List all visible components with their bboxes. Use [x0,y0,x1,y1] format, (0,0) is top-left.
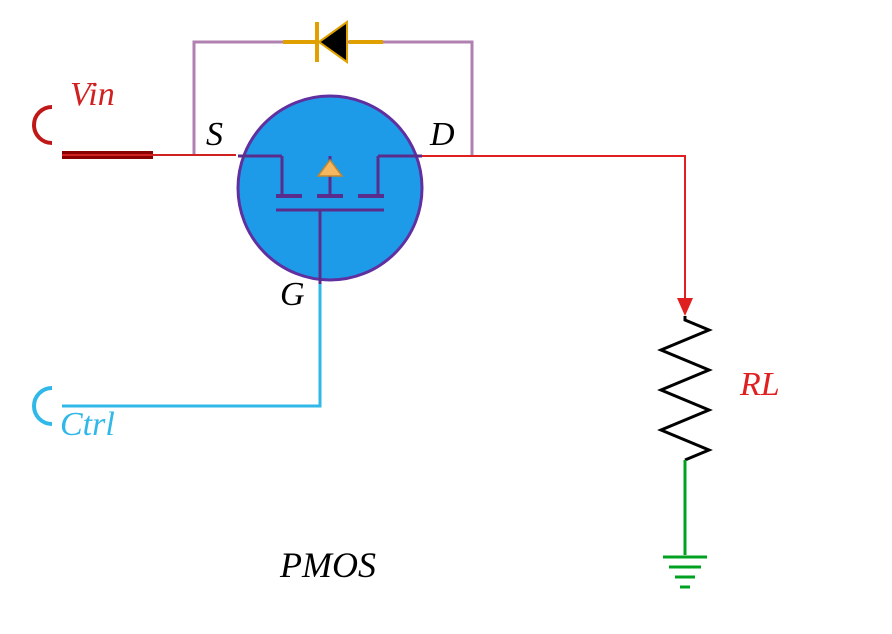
diode-symbol [283,22,383,62]
ground-symbol [663,545,707,587]
gate-label: G [280,276,305,314]
vin-label: Vin [70,76,115,114]
drain-label: D [430,116,455,154]
wire-drain-to-load [422,156,693,316]
source-label: S [206,116,223,154]
ctrl-label: Ctrl [60,406,115,444]
vin-terminal [34,107,52,143]
load-resistor-label: RL [740,366,780,404]
load-resistor [661,316,709,460]
pmos-circuit-diagram [0,0,892,634]
ctrl-terminal [34,388,52,424]
diagram-title: PMOS [280,544,376,586]
